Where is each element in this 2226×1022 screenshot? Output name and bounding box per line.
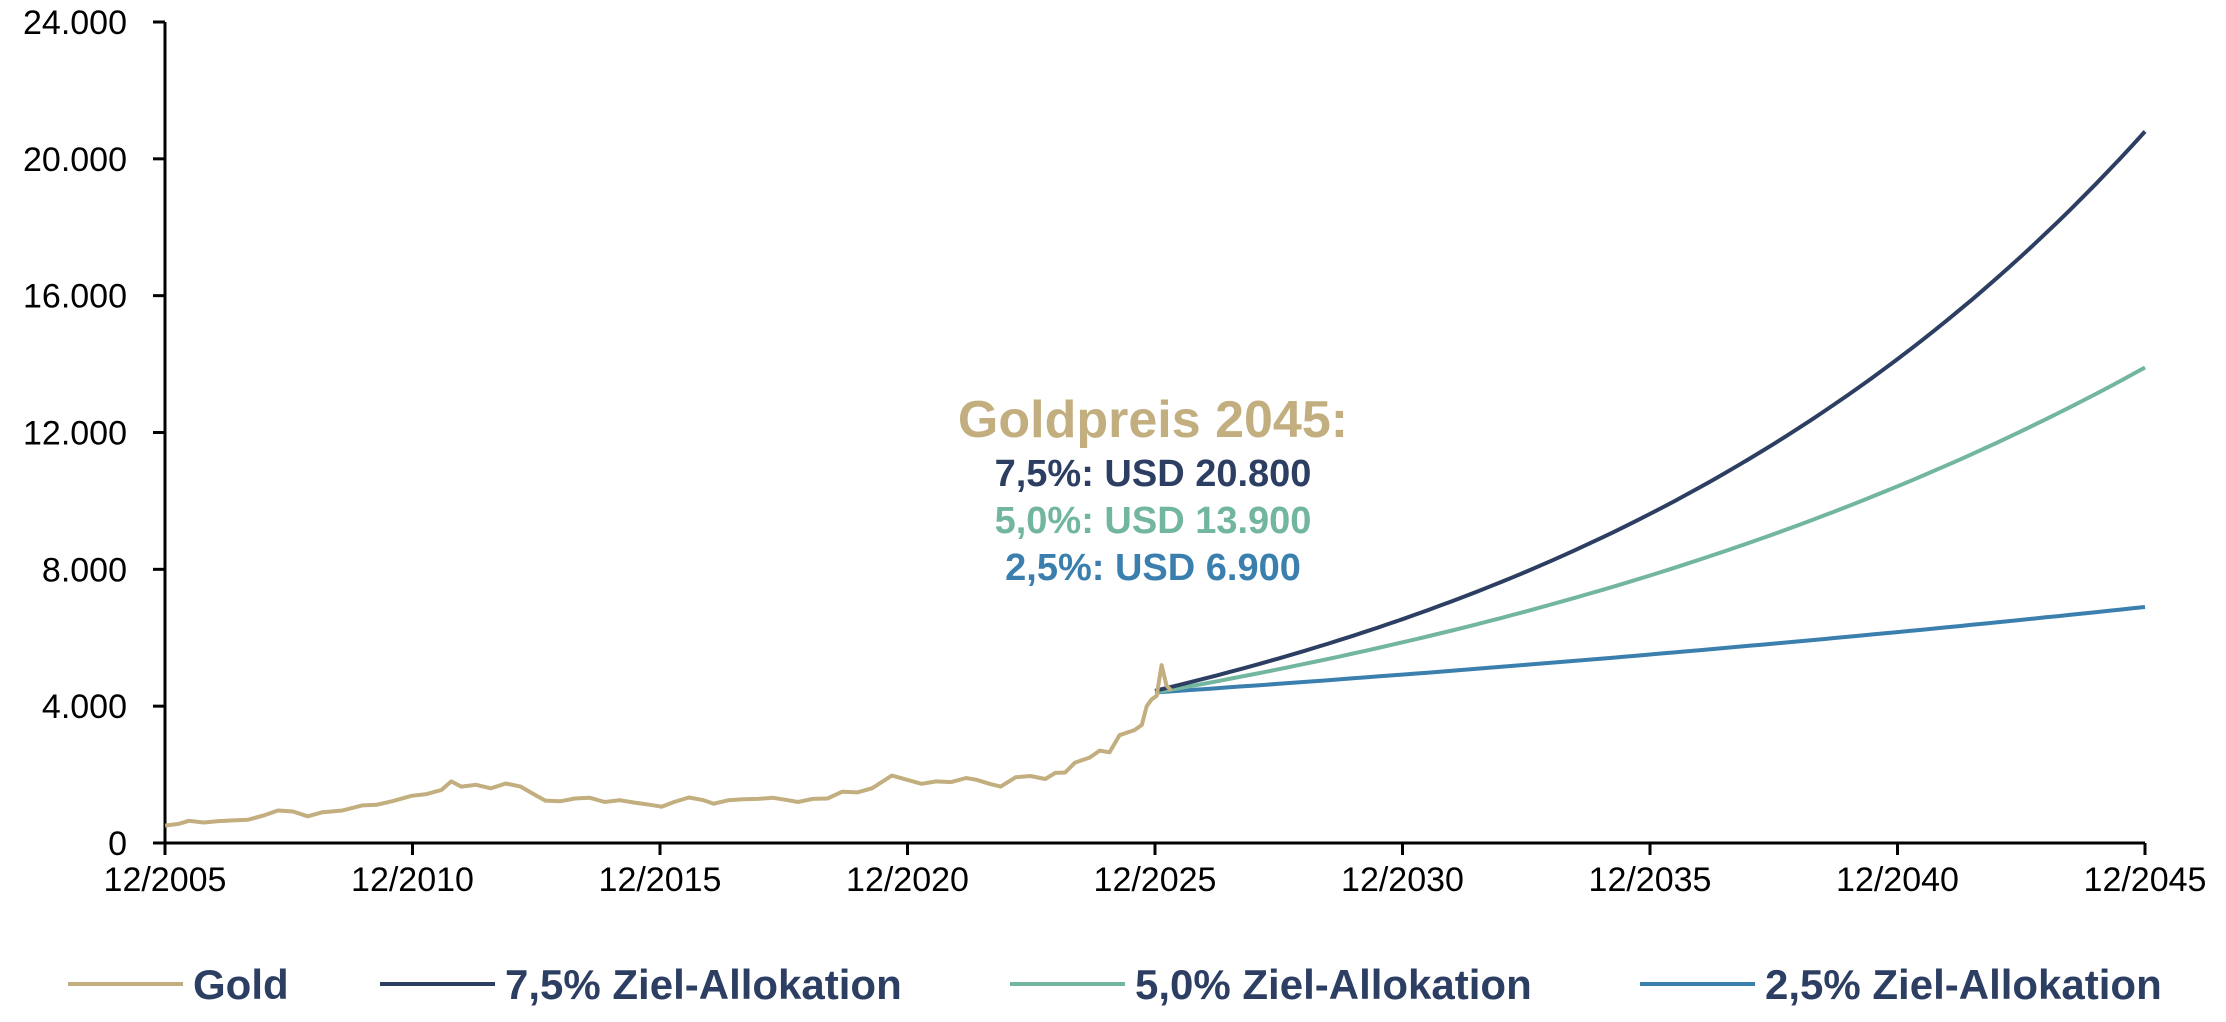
y-tick-label: 16.000 — [23, 278, 127, 316]
x-tick-label: 12/2040 — [1836, 861, 1959, 899]
x-tick-label: 12/2035 — [1589, 861, 1712, 899]
annotation-box: Goldpreis 2045: 7,5%: USD 20.800 5,0%: U… — [958, 391, 1348, 589]
annotation-line-25: 2,5%: USD 6.900 — [1005, 547, 1301, 589]
y-tick-label: 12.000 — [23, 415, 127, 453]
annotation-heading: Goldpreis 2045: — [958, 391, 1348, 449]
series-line-gold — [164, 663, 1173, 828]
x-tick-label: 12/2045 — [2084, 861, 2207, 899]
series-line-5-0-ziel-allokation — [1154, 365, 2146, 695]
legend-label: 7,5% Ziel-Allokation — [505, 961, 902, 1008]
y-tick-label: 4.000 — [42, 688, 127, 726]
legend: Gold 7,5% Ziel-Allokation 5,0% Ziel-Alloka… — [68, 961, 2162, 1008]
x-tick-label: 12/2020 — [846, 861, 969, 899]
x-tick-label: 12/2010 — [351, 861, 474, 899]
series-line-2-5-ziel-allokation — [1154, 605, 2146, 695]
y-tick-label: 8.000 — [42, 551, 127, 589]
annotation-line-75: 7,5%: USD 20.800 — [995, 453, 1312, 495]
x-tick-label: 12/2015 — [599, 861, 722, 899]
plot-area — [164, 130, 2147, 828]
y-tick-label: 0 — [108, 825, 127, 863]
x-tick-label: 12/2030 — [1341, 861, 1464, 899]
y-tick-label: 24.000 — [23, 4, 127, 42]
series-line-7-5-ziel-allokation — [1154, 130, 2147, 693]
y-tick-label: 20.000 — [23, 141, 127, 179]
annotation-line-50: 5,0%: USD 13.900 — [995, 500, 1312, 542]
axes: 0 4.000 8.000 12.000 16.000 20.000 24.000 12/20… — [23, 4, 2206, 899]
legend-label: Gold — [193, 961, 289, 1008]
x-tick-label: 12/2025 — [1094, 861, 1217, 899]
legend-label: 5,0% Ziel-Allokation — [1135, 961, 1532, 1008]
legend-label: 2,5% Ziel-Allokation — [1765, 961, 2162, 1008]
x-tick-label: 12/2005 — [104, 861, 227, 899]
